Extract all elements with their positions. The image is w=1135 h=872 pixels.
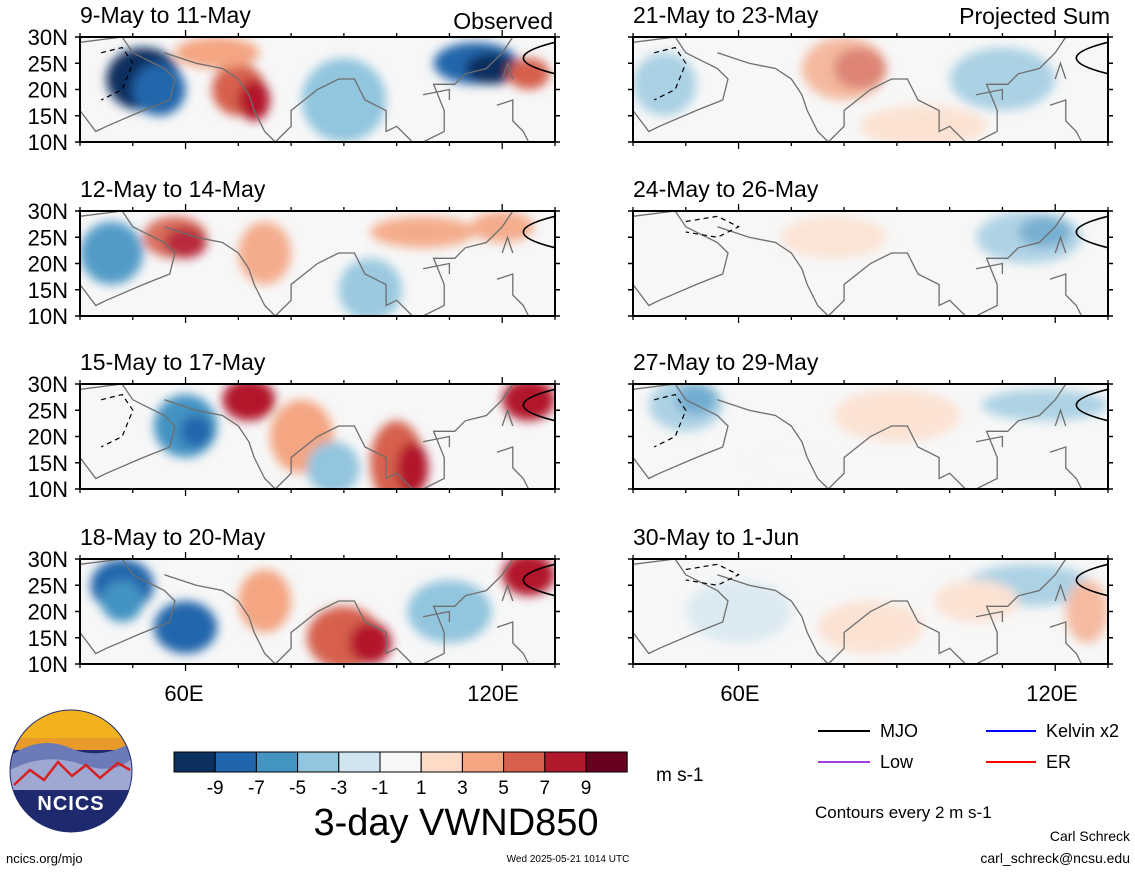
lat-label: 25N: [28, 225, 68, 250]
colorbar-swatch: [214, 751, 257, 773]
colorbar-tick-label: -7: [248, 778, 265, 799]
timestamp-label: Wed 2025-05-21 1014 UTC: [507, 854, 630, 865]
legend-low: Low: [880, 752, 914, 772]
lat-label: 20N: [28, 78, 68, 103]
author-email: carl_schreck@ncsu.edu: [980, 850, 1130, 866]
colorbar-swatch: [297, 751, 340, 773]
lat-label: 10N: [28, 304, 68, 329]
panel-title: 9-May to 11-May: [80, 2, 251, 28]
colorbar-swatch: [255, 751, 299, 773]
author-name: Carl Schreck: [1050, 828, 1131, 844]
lon-label-120e-left: 120E: [467, 681, 518, 706]
map-panel: 24-May to 26-May: [628, 176, 1113, 323]
legend-mjo: MJO: [880, 721, 918, 741]
map-panel: 21-May to 23-May: [628, 2, 1113, 149]
lat-label: 25N: [28, 573, 68, 598]
colorbar-swatch: [461, 751, 505, 773]
map-panel: 30-May to 1-Jun: [628, 524, 1113, 671]
contour-note: Contours every 2 m s-1: [815, 803, 992, 822]
lat-label: 10N: [28, 477, 68, 502]
wave-legend: MJO Kelvin x2 Low ER: [818, 721, 1119, 772]
colorbar-tick-label: 1: [416, 778, 427, 799]
lat-label: 30N: [28, 25, 68, 50]
colorbar-swatch: [338, 751, 381, 773]
variable-title: 3-day VWND850: [313, 802, 598, 844]
lon-label-60e-right: 60E: [720, 681, 759, 706]
legend-er: ER: [1046, 752, 1071, 772]
lat-label: 30N: [28, 547, 68, 572]
colorbar-tick-label: 9: [581, 778, 592, 799]
units-label: m s-1: [656, 765, 704, 786]
legend-kelvin: Kelvin x2: [1046, 721, 1119, 741]
panel-title: 12-May to 14-May: [80, 176, 266, 202]
colorbar-swatch: [585, 751, 628, 773]
lat-label: 20N: [28, 252, 68, 277]
lat-label: 10N: [28, 652, 68, 677]
column-label-observed: Observed: [453, 8, 553, 34]
colorbar-swatch: [420, 751, 463, 773]
colorbar-tick-label: -3: [330, 778, 347, 799]
lat-label: 15N: [28, 278, 68, 303]
lat-label: 15N: [28, 626, 68, 651]
lat-label: 30N: [28, 199, 68, 224]
lat-label: 20N: [28, 600, 68, 625]
lat-label: 10N: [28, 130, 68, 155]
colorbar-swatch: [173, 751, 216, 773]
column-label-projected: Projected Sum: [959, 3, 1110, 29]
ncics-logo: NCICS: [9, 709, 133, 833]
panel-title: 18-May to 20-May: [80, 524, 266, 550]
colorbar-swatch: [503, 751, 546, 773]
colorbar: -9 -7 -5 -3 -1 1 3 5 7 9: [173, 751, 628, 799]
colorbar-tick-label: 7: [540, 778, 551, 799]
colorbar-swatch: [544, 751, 587, 773]
colorbar-tick-label: 5: [498, 778, 509, 799]
panel-title: 24-May to 26-May: [633, 176, 819, 202]
colorbar-tick-label: -9: [207, 778, 224, 799]
svg-text:NCICS: NCICS: [37, 793, 104, 815]
lat-label: 20N: [28, 425, 68, 450]
lon-label-60e-left: 60E: [164, 681, 203, 706]
colorbar-swatch: [379, 751, 422, 773]
colorbar-tick-label: -1: [372, 778, 389, 799]
lat-label: 15N: [28, 451, 68, 476]
lat-label: 15N: [28, 104, 68, 129]
map-panel: 27-May to 29-May: [628, 349, 1113, 496]
website-label: ncics.org/mjo: [6, 851, 83, 866]
panel-title: 27-May to 29-May: [633, 349, 819, 375]
colorbar-tick-label: 3: [457, 778, 468, 799]
colorbar-tick-label: -5: [289, 778, 306, 799]
lat-label: 25N: [28, 398, 68, 423]
lon-label-120e-right: 120E: [1026, 681, 1077, 706]
panel-title: 21-May to 23-May: [633, 2, 819, 28]
lat-label: 30N: [28, 372, 68, 397]
panel-title: 30-May to 1-Jun: [633, 524, 799, 550]
lat-label: 25N: [28, 51, 68, 76]
panel-title: 15-May to 17-May: [80, 349, 266, 375]
